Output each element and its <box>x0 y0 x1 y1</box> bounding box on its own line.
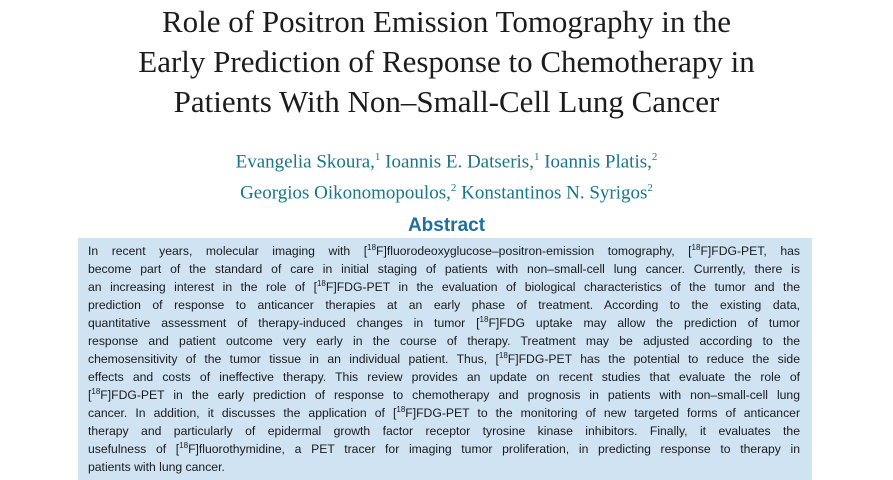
author-name: Konstantinos N. Syrigos <box>461 182 648 204</box>
text-run: F]FDG-PET in the early prediction of res… <box>100 388 800 402</box>
author-name: Ioannis E. Datseris, <box>385 151 534 173</box>
text-run: In recent years, molecular imaging with … <box>88 244 368 258</box>
text-run: F]FDG-PET has the potential to reduce th… <box>507 352 800 366</box>
isotope-mark: 18 <box>479 314 489 324</box>
abstract-line: response and patient outcome very early … <box>88 332 800 350</box>
author-name: Evangelia Skoura, <box>235 151 375 173</box>
isotope-mark: 18 <box>316 278 326 288</box>
abstract-box: In recent years, molecular imaging with … <box>78 238 812 480</box>
isotope-mark: 18 <box>498 350 508 360</box>
abstract-line: effects and costs of ineffective therapy… <box>88 368 800 386</box>
author-name: Georgios Oikonomopoulos, <box>240 182 451 204</box>
article-title: Role of Positron Emission Tomography in … <box>0 2 893 122</box>
text-run: effects and costs of ineffective therapy… <box>88 370 800 384</box>
isotope-mark: 18 <box>367 242 377 252</box>
abstract-line: [18F]FDG-PET in the early prediction of … <box>88 386 800 404</box>
author-list: Evangelia Skoura,1 Ioannis E. Datseris,1… <box>0 144 893 207</box>
text-run: response and patient outcome very early … <box>88 334 800 348</box>
text-run: [ <box>88 388 92 402</box>
text-run: chemosensitivity of the tumor tissue in … <box>88 352 499 366</box>
affiliation-mark: 2 <box>647 182 653 195</box>
text-run: F]fluorodeoxyglucose–positron-emission t… <box>376 244 692 258</box>
abstract-text: In recent years, molecular imaging with … <box>88 242 800 476</box>
abstract-line: quantitative assessment of therapy-induc… <box>88 314 800 332</box>
title-line: Patients With Non–Small-Cell Lung Cancer <box>173 84 720 119</box>
text-run: F]FDG uptake may allow the prediction of… <box>488 316 800 330</box>
text-run: cancer. In addition, it discusses the ap… <box>88 406 397 420</box>
title-line: Role of Positron Emission Tomography in … <box>161 4 732 39</box>
isotope-mark: 18 <box>396 404 406 414</box>
text-run: an increasing interest in the role of [ <box>88 280 317 294</box>
abstract-line: cancer. In addition, it discusses the ap… <box>88 404 800 422</box>
affiliation-mark: 2 <box>450 182 457 195</box>
abstract-line: prediction of response to anticancer the… <box>88 296 800 314</box>
text-run: quantitative assessment of therapy-induc… <box>88 316 480 330</box>
affiliation-mark: 1 <box>374 151 381 163</box>
affiliation-mark: 1 <box>533 151 540 163</box>
title-line: Early Prediction of Response to Chemothe… <box>138 44 755 79</box>
abstract-line: therapy and particularly of epidermal gr… <box>88 422 800 440</box>
text-run: patients with lung cancer. <box>88 460 225 474</box>
text-run: F]FDG-PET in the evaluation of biologica… <box>325 280 800 294</box>
abstract-line: an increasing interest in the role of [1… <box>88 278 800 296</box>
author-line: Evangelia Skoura,1 Ioannis E. Datseris,1… <box>0 144 893 175</box>
author-name: Ioannis Platis, <box>544 151 652 173</box>
abstract-heading: Abstract <box>407 215 486 236</box>
text-run: F]fluorothymidine, a PET tracer for imag… <box>188 442 800 456</box>
abstract-line: chemosensitivity of the tumor tissue in … <box>88 350 800 368</box>
affiliation-mark: 2 <box>651 151 658 163</box>
isotope-mark: 18 <box>691 242 701 252</box>
isotope-mark: 18 <box>91 386 101 396</box>
author-line: Georgios Oikonomopoulos,2 Konstantinos N… <box>0 175 893 206</box>
abstract-line: become part of the standard of care in i… <box>88 260 800 278</box>
abstract-line: patients with lung cancer. <box>88 458 800 476</box>
text-run: therapy and particularly of epidermal gr… <box>88 424 800 438</box>
text-run: F]FDG-PET to the monitoring of new targe… <box>405 406 800 420</box>
text-run: become part of the standard of care in i… <box>88 262 800 276</box>
abstract-line: In recent years, molecular imaging with … <box>88 242 800 260</box>
abstract-line: usefulness of [18F]fluorothymidine, a PE… <box>88 440 800 458</box>
text-run: F]FDG-PET, has <box>700 244 800 258</box>
text-run: prediction of response to anticancer the… <box>88 298 800 312</box>
text-run: usefulness of [ <box>88 442 180 456</box>
isotope-mark: 18 <box>179 440 189 450</box>
